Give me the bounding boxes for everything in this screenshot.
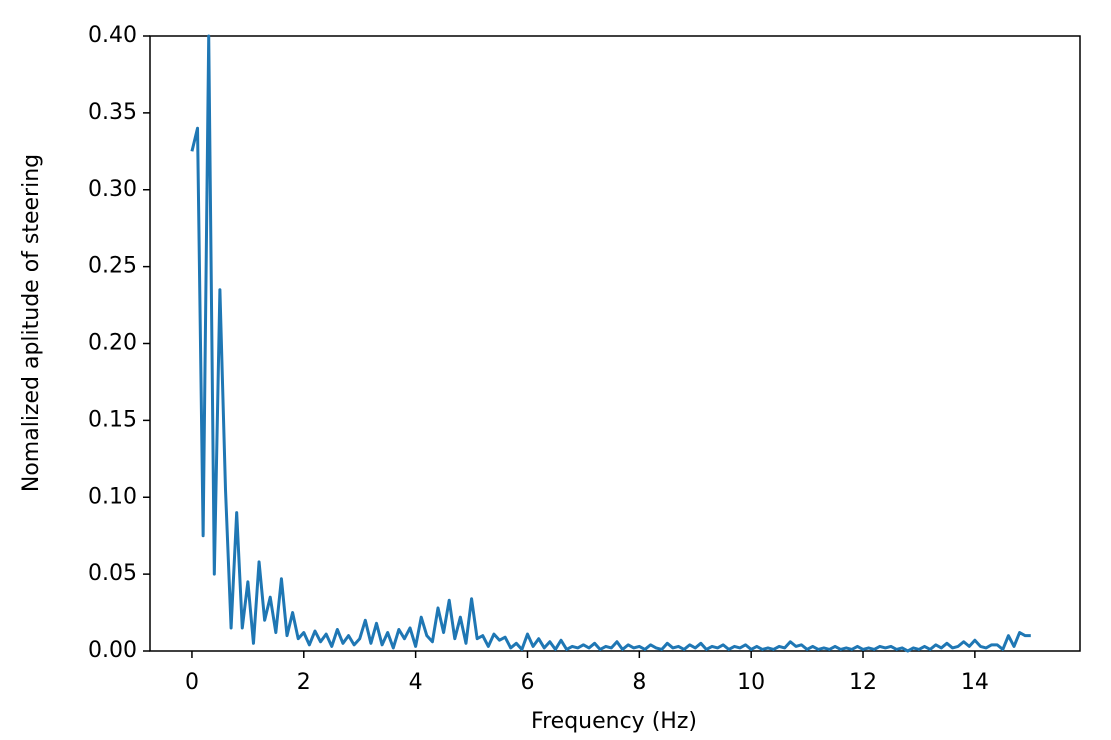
x-tick-label: 6	[520, 670, 534, 695]
x-tick-label: 8	[632, 670, 646, 695]
y-tick-label: 0.10	[88, 484, 137, 509]
x-tick-label: 10	[737, 670, 765, 695]
x-tick-label: 0	[185, 670, 199, 695]
plot-frame	[149, 35, 1081, 652]
x-tick-label: 14	[961, 670, 989, 695]
y-tick-label: 0.20	[88, 331, 137, 356]
x-tick-label: 4	[409, 670, 423, 695]
y-tick-label: 0.40	[88, 23, 137, 48]
x-axis-label: Frequency (Hz)	[531, 709, 697, 734]
data-line	[190, 34, 1031, 653]
x-tick-label: 2	[297, 670, 311, 695]
x-tick-label: 12	[849, 670, 877, 695]
y-tick-label: 0.15	[88, 407, 137, 432]
y-tick-label: 0.35	[88, 100, 137, 125]
y-tick-label: 0.00	[88, 638, 137, 663]
y-axis-label: Nomalized aplitude of steering	[19, 154, 44, 492]
y-tick-label: 0.30	[88, 177, 137, 202]
y-tick-label: 0.05	[88, 561, 137, 586]
y-tick-label: 0.25	[88, 254, 137, 279]
